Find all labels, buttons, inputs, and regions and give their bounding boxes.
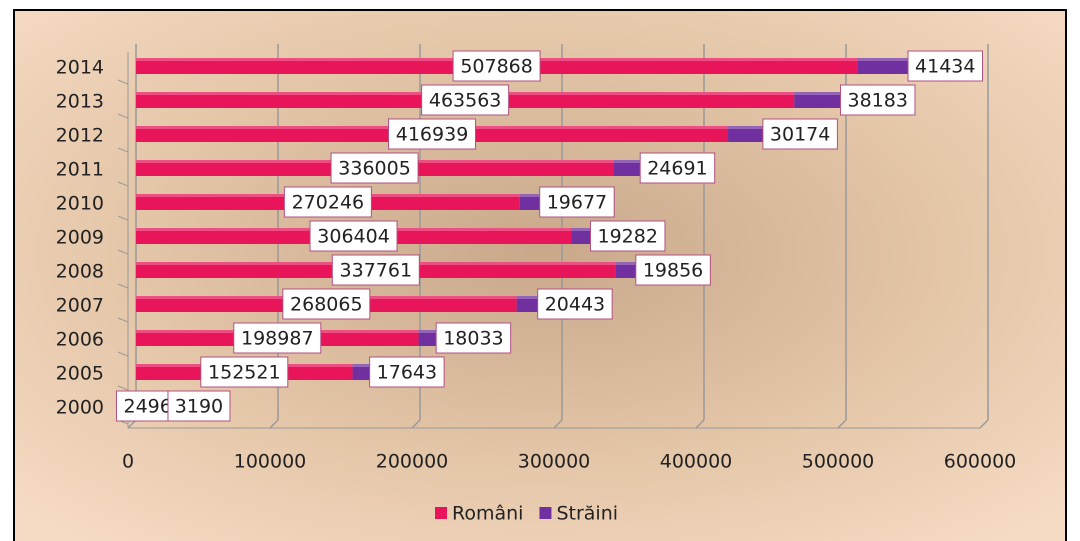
data-label: 416939 — [396, 124, 469, 146]
y-tick-label: 2005 — [56, 363, 104, 385]
data-label: 463563 — [429, 90, 502, 112]
x-tick-label: 300000 — [518, 451, 591, 473]
data-label: 19856 — [643, 260, 703, 282]
data-label: 306404 — [317, 226, 390, 248]
y-tick-label: 2010 — [56, 193, 104, 215]
y-tick-label: 2000 — [56, 397, 104, 419]
data-label: 268065 — [290, 294, 363, 316]
legend-label: Străini — [556, 503, 618, 525]
bar-top — [418, 330, 445, 333]
data-label: 507868 — [460, 56, 533, 78]
legend-swatch — [539, 507, 552, 519]
x-tick-label: 0 — [122, 451, 134, 473]
data-label-box — [388, 118, 477, 150]
data-label-box — [762, 118, 838, 150]
y-tick — [117, 215, 129, 221]
data-label: 336005 — [338, 158, 411, 180]
x-tick-label: 400000 — [660, 451, 733, 473]
y-tick — [117, 79, 129, 85]
x-tick-label: 200000 — [376, 451, 449, 473]
data-label-box — [167, 390, 231, 422]
legend-swatch — [435, 507, 447, 519]
y-tick — [117, 113, 129, 119]
bar — [857, 58, 917, 74]
x-tick-label: 500000 — [802, 451, 875, 473]
y-tick-label: 2014 — [56, 57, 104, 79]
data-label: 19677 — [547, 192, 607, 214]
grid-line — [553, 419, 563, 429]
data-label-box — [635, 254, 711, 286]
x-tick-label: 600000 — [944, 451, 1017, 473]
grid-line — [269, 419, 279, 429]
y-tick — [117, 351, 129, 357]
data-label-box — [283, 186, 372, 218]
bar — [728, 126, 771, 142]
data-label-box — [282, 288, 371, 320]
bar — [794, 92, 849, 108]
y-tick-label: 2011 — [56, 159, 104, 181]
data-label-box — [639, 152, 716, 184]
data-label-box — [589, 220, 666, 252]
y-tick-label: 2013 — [56, 91, 104, 113]
data-label: 24691 — [647, 158, 707, 180]
data-label: 270246 — [292, 192, 365, 214]
data-label: 17643 — [377, 362, 437, 384]
y-tick-label: 2007 — [56, 295, 104, 317]
legend-label: Români — [452, 503, 523, 525]
data-label-box — [907, 50, 984, 82]
data-label: 198987 — [241, 328, 314, 350]
bar-top — [857, 58, 917, 61]
data-label: 337761 — [340, 260, 413, 282]
y-tick-label: 2008 — [56, 261, 104, 283]
data-label-box — [233, 322, 322, 354]
data-label: 18033 — [443, 328, 503, 350]
bar-top — [519, 194, 548, 197]
y-tick — [117, 317, 129, 323]
y-tick-label: 2012 — [56, 125, 104, 147]
y-tick — [117, 249, 129, 255]
data-label: 38183 — [848, 90, 908, 112]
data-label: 152521 — [208, 362, 281, 384]
data-label-box — [839, 84, 916, 116]
bar-top — [571, 228, 599, 231]
data-label-box — [331, 254, 420, 286]
data-label: 30174 — [770, 124, 830, 146]
data-label-box — [452, 50, 541, 82]
grid-line — [837, 419, 847, 429]
y-tick — [117, 283, 129, 289]
data-label-box — [369, 356, 445, 388]
data-label-box — [435, 322, 512, 354]
bar-top — [352, 364, 378, 367]
data-label-box — [537, 288, 613, 320]
y-tick-label: 2006 — [56, 329, 104, 351]
data-label: 19282 — [597, 226, 657, 248]
y-tick — [117, 385, 129, 391]
data-label-box — [330, 152, 419, 184]
data-label-box — [309, 220, 398, 252]
x-tick-label: 100000 — [234, 451, 307, 473]
bar-top — [615, 262, 644, 265]
data-label-box — [539, 186, 615, 218]
bar-top — [728, 126, 771, 129]
grid-line — [979, 419, 989, 429]
data-label-box — [421, 84, 510, 116]
grid-line — [411, 419, 421, 429]
bar-top — [794, 92, 849, 95]
bar — [613, 160, 649, 176]
data-label: 3190 — [175, 396, 223, 418]
data-label-box — [200, 356, 289, 388]
data-label: 41434 — [915, 56, 975, 78]
bar-top — [516, 296, 546, 299]
data-label: 20443 — [545, 294, 605, 316]
bar-top — [613, 160, 649, 163]
grid-line — [695, 419, 705, 429]
y-tick — [117, 147, 129, 153]
y-tick — [117, 181, 129, 187]
y-tick-label: 2009 — [56, 227, 104, 249]
